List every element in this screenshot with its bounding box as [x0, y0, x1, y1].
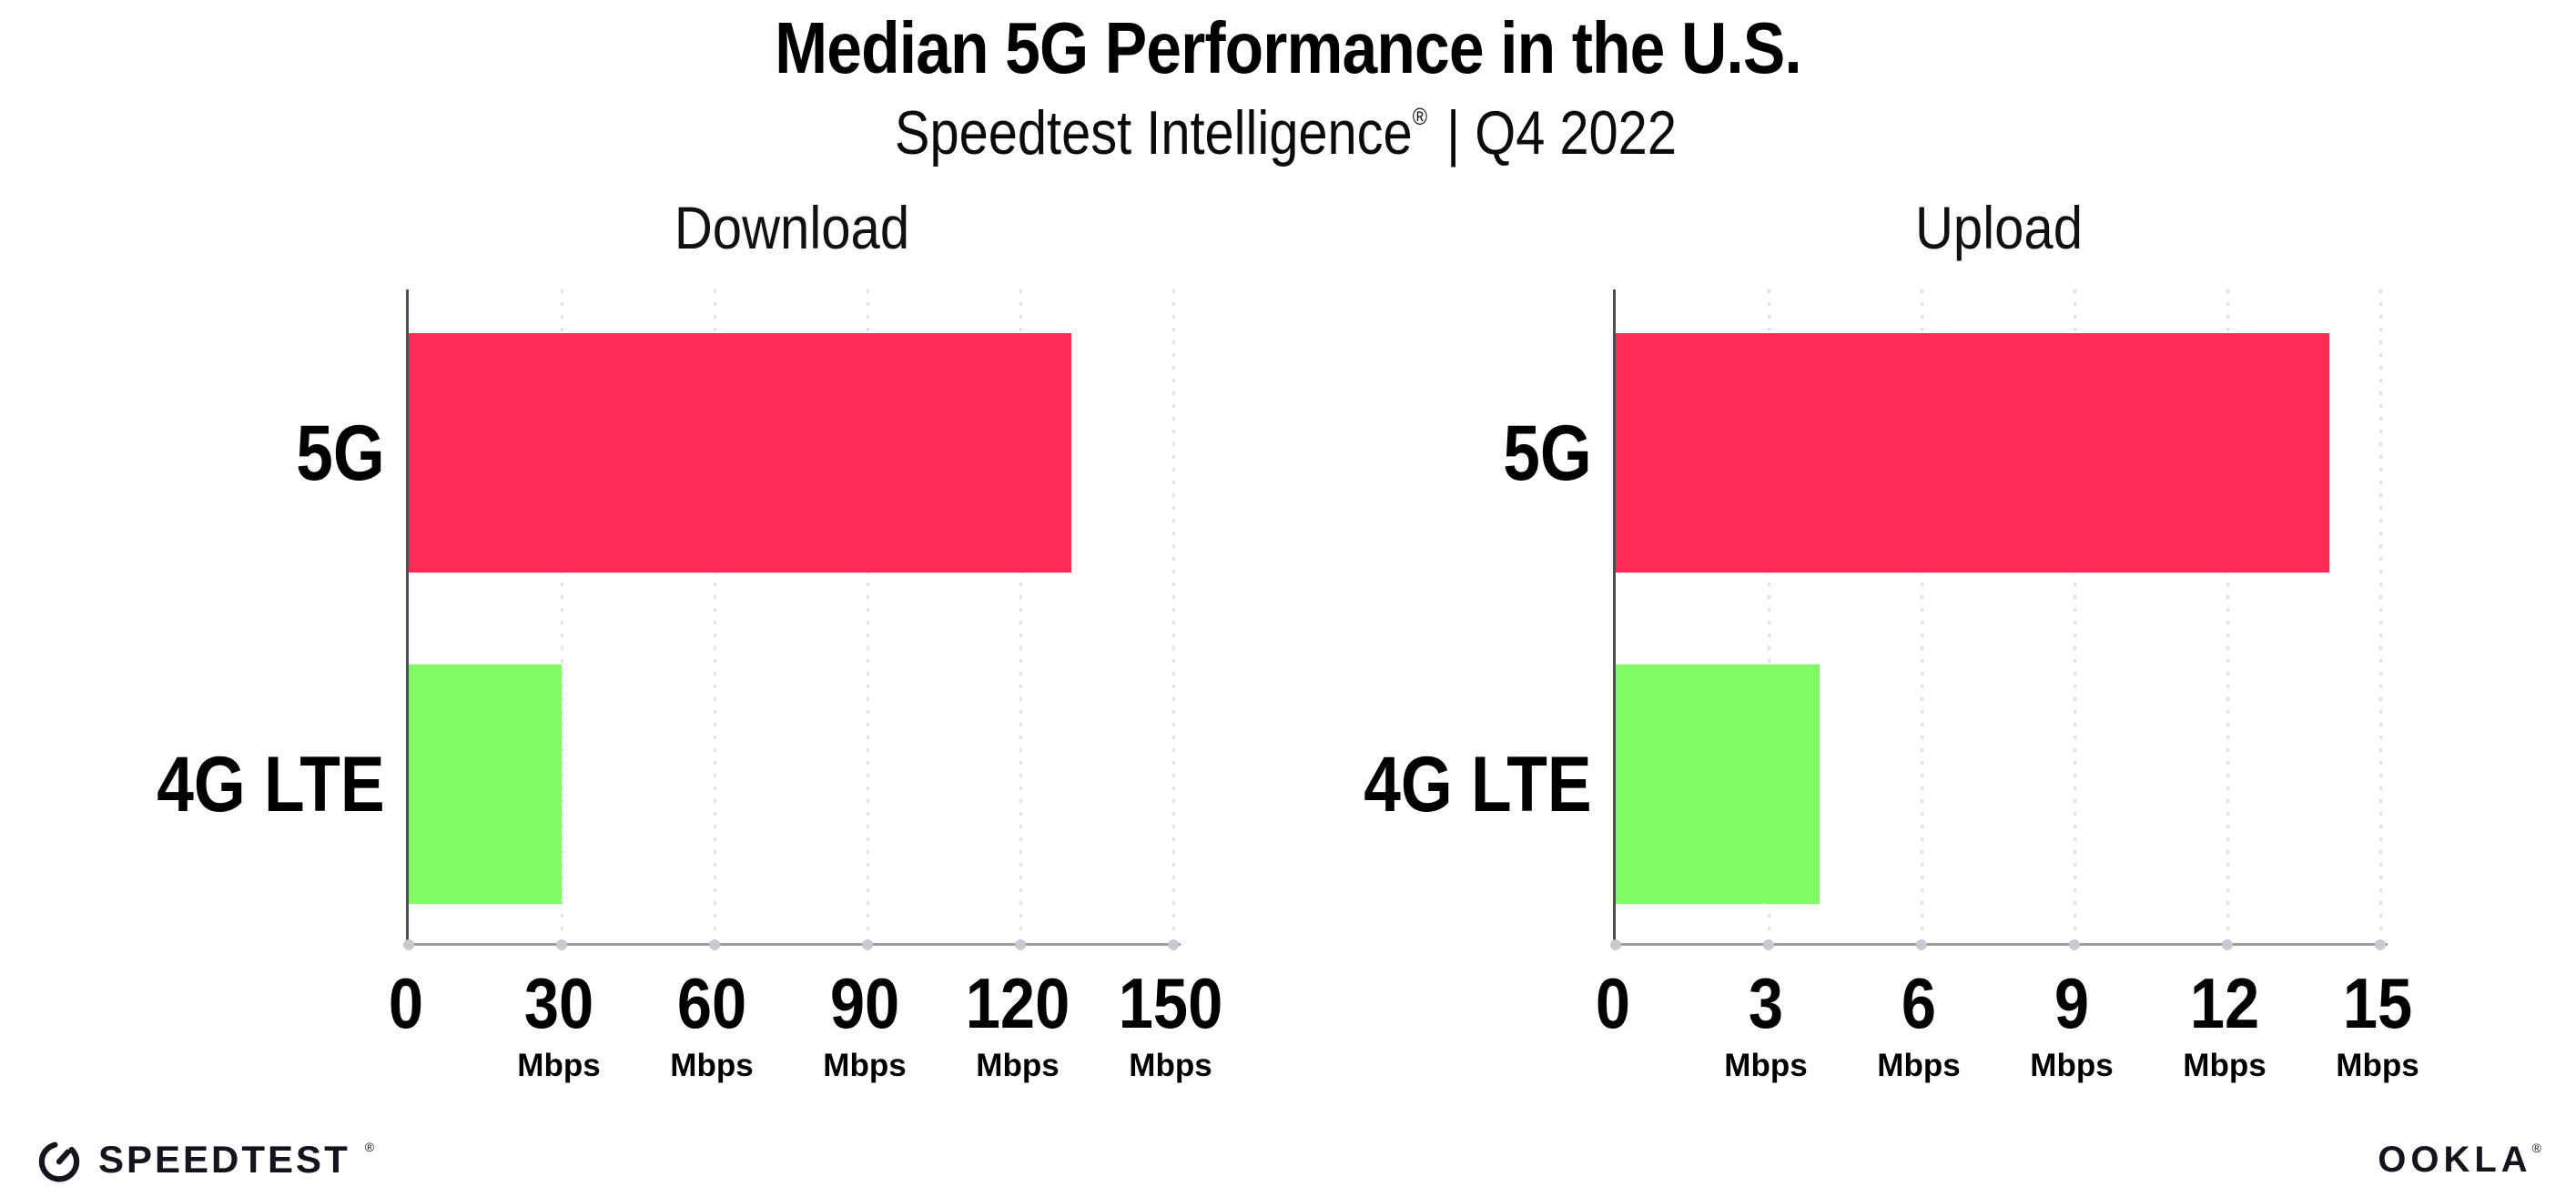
speedtest-wordmark: SPEEDTEST [98, 1138, 350, 1181]
upload-x-axis-ticks: 0 3 Mbps 6 Mbps 9 Mbps 12 Mbps 15 Mbps [1596, 968, 2419, 1118]
ookla-registered-mark: ® [2531, 1141, 2541, 1156]
tick-label-60: 60 [676, 963, 747, 1044]
download-plot-area: 5G 4G LTE [157, 289, 1181, 951]
gridline-12-mbps [2226, 289, 2229, 944]
axis-tick-dot-120 [1015, 939, 1026, 951]
upload-chart-title: Upload [1914, 193, 2084, 261]
tick-label-0: 0 [1595, 963, 1631, 1044]
tick-unit-label: Mbps [1129, 1048, 1212, 1084]
ookla-wordmark: OOKLA [2378, 1139, 2532, 1180]
upload-chart: Upload 5G 4G LTE 0 3 Mbps 6 Mbps 9 Mbps 12 Mbps 15… [1349, 193, 2419, 1119]
subtitle-brand: Speedtest Intelligence [894, 97, 1413, 167]
gridline-90-mbps [866, 289, 869, 944]
axis-tick-60: 60 Mbps [670, 968, 753, 1081]
axis-tick-dot-6 [1916, 939, 1927, 951]
axis-tick-3: 3 Mbps [1724, 968, 1807, 1081]
tick-unit-label: Mbps [670, 1048, 754, 1084]
registered-mark: ® [1412, 102, 1427, 130]
page-title: Median 5G Performance in the U.S. [775, 7, 1802, 88]
subtitle-period: | Q4 2022 [1432, 97, 1677, 167]
tick-label-30: 30 [523, 963, 594, 1044]
tick-unit-label: Mbps [1724, 1048, 1808, 1084]
category-label-5g: 5G [296, 409, 385, 497]
download-chart-title: Download [674, 193, 910, 261]
axis-tick-12: 12 Mbps [2183, 968, 2266, 1081]
axis-tick-6: 6 Mbps [1877, 968, 1960, 1081]
axis-tick-dot-0 [1610, 939, 1621, 951]
tick-label-90: 90 [829, 963, 900, 1044]
speedtest-logo: SPEEDTEST ® [35, 1135, 374, 1184]
category-label-5g: 5G [1503, 409, 1592, 497]
speedtest-registered-mark: ® [364, 1140, 375, 1154]
axis-tick-dot-60 [709, 939, 720, 951]
tick-unit-label: Mbps [517, 1048, 601, 1084]
tick-label-15: 15 [2342, 963, 2413, 1044]
category-label-4g-lte: 4G LTE [1364, 740, 1592, 828]
gridline-9-mbps [2073, 289, 2076, 944]
download-chart: Download 5G 4G LTE 0 30 Mbps 60 Mbps 90 Mbps 120… [142, 193, 1223, 1119]
tick-label-6: 6 [1901, 963, 1937, 1044]
download-x-axis-ticks: 0 30 Mbps 60 Mbps 90 Mbps 120 Mbps 150 Mbps [389, 968, 1222, 1118]
gridline-15-mbps [2378, 289, 2382, 944]
tick-unit-label: Mbps [2030, 1048, 2114, 1084]
tick-unit-label: Mbps [1877, 1048, 1961, 1084]
axis-tick-dot-150 [1168, 939, 1179, 951]
gridline-3-mbps [1767, 289, 1770, 944]
ookla-logo: OOKLA® [2378, 1140, 2541, 1181]
gridline-150-mbps [1171, 289, 1175, 944]
charts-row: Download 5G 4G LTE 0 30 Mbps 60 Mbps 90 Mbps 120… [142, 195, 2576, 1119]
axis-tick-30: 30 Mbps [517, 968, 600, 1081]
axis-tick-15: 15 Mbps [2336, 968, 2419, 1081]
axis-tick-dot-15 [2375, 939, 2386, 951]
axis-tick-dot-3 [1763, 939, 1774, 951]
axis-tick-150: 150 Mbps [1111, 968, 1230, 1081]
axis-tick-90: 90 Mbps [823, 968, 906, 1081]
4g-lte-bar [1616, 664, 1820, 905]
axis-tick-dot-12 [2222, 939, 2233, 951]
axis-tick-9: 9 Mbps [2030, 968, 2113, 1081]
4g-lte-bar [409, 664, 562, 905]
tick-unit-label: Mbps [976, 1048, 1060, 1084]
axis-tick-0: 0 [386, 968, 425, 1039]
tick-unit-label: Mbps [2336, 1048, 2419, 1084]
axis-tick-0: 0 [1593, 968, 1632, 1039]
footer: SPEEDTEST ® OOKLA® [35, 1135, 2541, 1184]
tick-label-120: 120 [965, 963, 1070, 1044]
speedtest-gauge-icon [38, 1141, 80, 1182]
axis-tick-120: 120 Mbps [958, 968, 1077, 1081]
upload-plot-area: 5G 4G LTE [1364, 289, 2388, 951]
gridline-6-mbps [1920, 289, 1923, 944]
axis-tick-dot-90 [862, 939, 873, 951]
tick-label-3: 3 [1748, 963, 1784, 1044]
gridline-60-mbps [713, 289, 716, 944]
page-subtitle: Speedtest Intelligence® | Q4 2022 [193, 98, 2383, 167]
tick-label-9: 9 [2054, 963, 2090, 1044]
tick-label-150: 150 [1118, 963, 1223, 1044]
gridline-30-mbps [560, 289, 563, 944]
tick-unit-label: Mbps [823, 1048, 907, 1084]
axis-tick-dot-9 [2069, 939, 2080, 951]
tick-unit-label: Mbps [2183, 1048, 2267, 1084]
tick-label-12: 12 [2189, 963, 2260, 1044]
gridline-120-mbps [1019, 289, 1022, 944]
tick-label-0: 0 [388, 963, 424, 1044]
axis-tick-dot-0 [403, 939, 414, 951]
5g-bar [409, 333, 1071, 573]
5g-bar [1616, 333, 2329, 573]
axis-tick-dot-30 [556, 939, 567, 951]
category-label-4g-lte: 4G LTE [157, 740, 385, 828]
header: Median 5G Performance in the U.S. Speedt… [0, 0, 2576, 167]
